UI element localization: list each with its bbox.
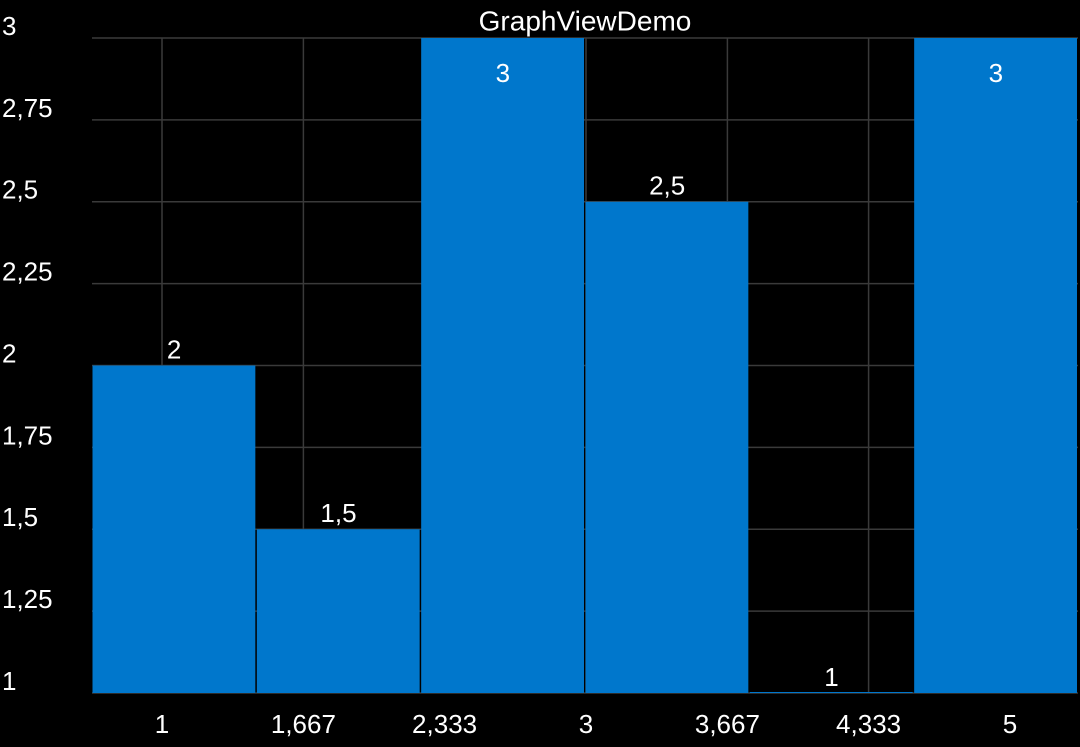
y-tick-label: 1 [2,666,16,696]
bar [585,201,749,693]
x-tick-label: 3 [579,709,593,739]
y-tick-label: 2,75 [2,93,53,123]
chart-title: GraphViewDemo [479,5,692,36]
x-tick-label: 2,333 [412,709,477,739]
data-label: 1,5 [320,498,356,528]
y-tick-label: 1,75 [2,420,53,450]
y-tick-label: 1,25 [2,584,53,614]
bar [749,692,913,693]
y-tick-label: 2,5 [2,175,38,205]
data-label: 2,5 [649,171,685,201]
x-tick-label: 1,667 [271,709,336,739]
y-tick-label: 2 [2,338,16,368]
data-label: 3 [989,58,1003,88]
data-label: 1 [824,662,838,692]
y-tick-label: 1,5 [2,502,38,532]
bar [256,529,420,693]
y-tick-label: 2,25 [2,257,53,287]
data-label: 3 [496,58,510,88]
x-tick-label: 4,333 [836,709,901,739]
bar [92,365,256,693]
x-tick-label: 5 [1003,709,1017,739]
x-tick-label: 3,667 [695,709,760,739]
x-tick-label: 1 [155,709,169,739]
y-tick-label: 3 [2,11,16,41]
bar [914,38,1077,693]
bar [421,38,584,693]
data-label: 2 [167,334,181,364]
